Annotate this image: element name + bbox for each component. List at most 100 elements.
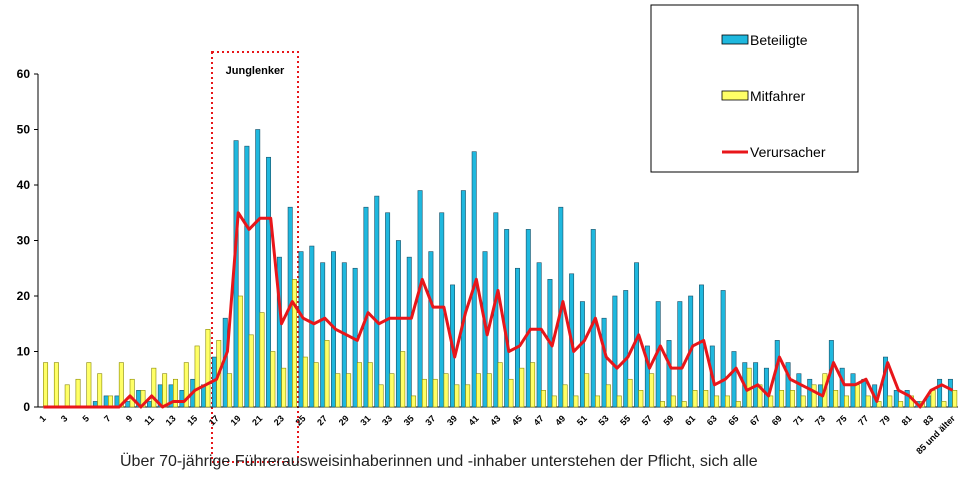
bar <box>432 378 438 408</box>
x-tick-label: 1 <box>37 413 48 424</box>
x-tick-label: 71 <box>791 413 805 427</box>
y-tick-label: 10 <box>17 345 31 359</box>
x-tick-label: 53 <box>596 413 610 427</box>
bar <box>129 378 135 408</box>
x-tick-label: 55 <box>618 413 632 427</box>
bar <box>140 390 146 408</box>
bar <box>43 362 49 408</box>
bar <box>270 351 276 408</box>
bar <box>147 401 152 408</box>
annotation: Junglenker <box>226 65 285 77</box>
bar <box>941 401 947 408</box>
x-tick-label: 31 <box>358 413 372 427</box>
bar <box>623 290 629 408</box>
bar <box>292 279 297 408</box>
bar <box>179 390 185 408</box>
bar <box>97 373 103 408</box>
x-tick-label: 63 <box>705 413 719 427</box>
x-tick-label: 41 <box>467 413 481 427</box>
bar <box>183 362 189 408</box>
x-tick-label: 69 <box>770 413 784 427</box>
x-tick-label: 79 <box>878 413 892 427</box>
x-tick-label: 25 <box>293 413 307 427</box>
bar <box>75 378 81 408</box>
bar <box>601 317 607 408</box>
bar <box>302 356 308 408</box>
y-tick-label: 60 <box>17 67 31 81</box>
bar <box>86 362 92 408</box>
bar <box>389 373 395 408</box>
x-tick-label: 61 <box>683 413 697 427</box>
x-tick-label: 37 <box>423 413 437 427</box>
bar <box>64 384 70 408</box>
legend-swatch <box>721 34 749 45</box>
bar <box>443 373 449 408</box>
bar <box>53 362 59 408</box>
bar <box>850 373 856 408</box>
bar <box>400 351 406 408</box>
bar <box>952 390 958 408</box>
bar <box>670 395 676 408</box>
bar <box>374 195 380 408</box>
bar <box>573 395 579 408</box>
bar <box>465 384 471 408</box>
bar <box>346 373 352 408</box>
bar <box>898 401 904 408</box>
bar <box>540 390 546 408</box>
bar <box>854 384 860 408</box>
legend-swatch <box>721 90 749 101</box>
bar <box>861 378 867 408</box>
line <box>43 211 954 409</box>
bar <box>320 262 326 408</box>
bar <box>677 301 683 408</box>
junglenker-box <box>211 51 299 463</box>
bar <box>735 401 741 408</box>
x-tick-label: 49 <box>553 413 567 427</box>
x-tick-label: 73 <box>813 413 827 427</box>
x-tick-label: 9 <box>124 413 135 424</box>
x-tick-label: 67 <box>748 413 762 427</box>
bar <box>460 190 466 408</box>
bar <box>406 256 412 408</box>
bar <box>785 362 791 408</box>
bar <box>692 390 698 408</box>
x-tick-label: 59 <box>661 413 675 427</box>
bar <box>248 334 254 408</box>
bar <box>255 129 261 408</box>
bar <box>666 340 672 408</box>
legend-box <box>650 4 859 173</box>
x-tick-label: 17 <box>207 413 221 427</box>
x-tick-label: 43 <box>488 413 502 427</box>
bar <box>363 206 369 408</box>
y-tick-label: 40 <box>17 178 31 192</box>
bar <box>114 395 120 408</box>
bar <box>324 340 330 408</box>
bar <box>497 362 503 408</box>
x-tick-label: 3 <box>59 413 70 424</box>
bar <box>194 345 200 408</box>
bar <box>638 390 644 408</box>
bar <box>205 328 211 408</box>
bar <box>865 395 871 408</box>
x-tick-label: 57 <box>640 413 654 427</box>
y-tick-label: 50 <box>17 123 31 137</box>
bar <box>486 373 492 408</box>
bar <box>720 290 726 408</box>
x-tick-label: 11 <box>142 413 156 427</box>
bar <box>731 351 737 408</box>
bar <box>605 384 611 408</box>
bar <box>660 401 665 408</box>
legend-label: Mitfahrer <box>750 88 806 104</box>
bar <box>335 373 341 408</box>
bar <box>699 284 704 408</box>
bar <box>811 384 817 408</box>
x-tick-label: 45 <box>510 413 524 427</box>
note: Über 70-jährige Führerausweisinhaberinne… <box>120 452 758 470</box>
bar <box>796 373 802 408</box>
legend-label: Verursacher <box>750 144 826 160</box>
bar <box>519 367 525 408</box>
bar <box>681 401 687 408</box>
x-tick-label: 81 <box>900 413 914 427</box>
bar <box>108 395 113 408</box>
